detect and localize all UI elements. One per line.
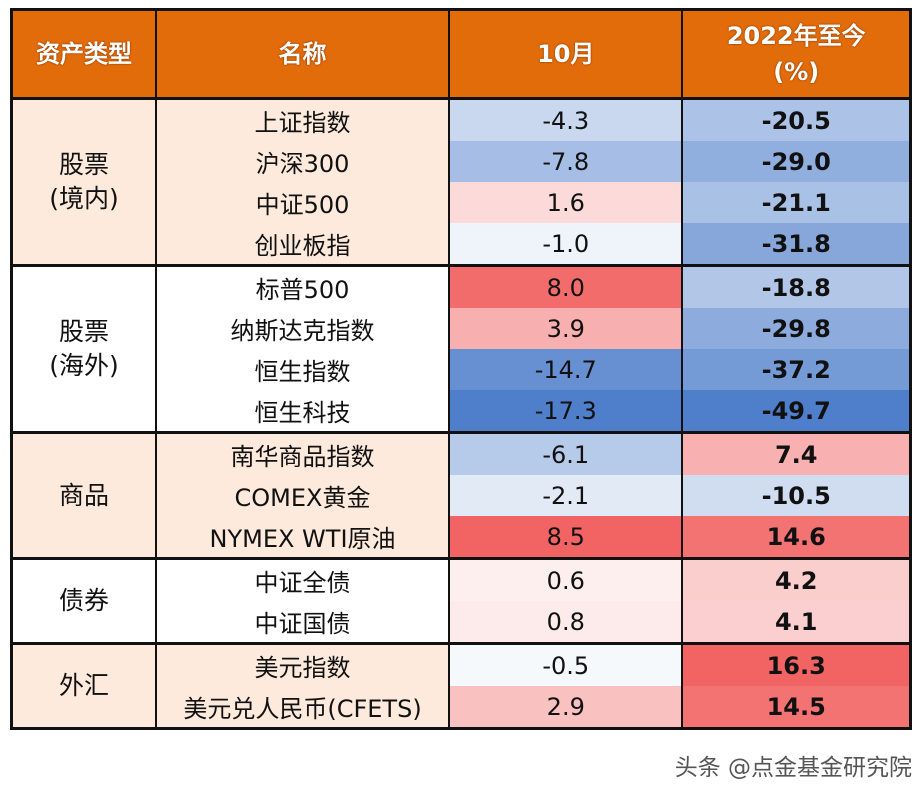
- ytd-return: -37.2: [681, 349, 912, 390]
- table-row: 创业板指 -1.0 -31.8: [12, 223, 912, 266]
- asset-name: 上证指数: [154, 97, 451, 141]
- header-row: 资产类型 名称 10月 2022年至今 (%): [10, 8, 912, 100]
- october-return: -0.5: [448, 642, 684, 686]
- asset-name: 标普500: [154, 264, 451, 308]
- header-ytd: 2022年至今 (%): [681, 8, 912, 100]
- asset-name: 创业板指: [154, 223, 451, 266]
- table-row: 恒生科技 -17.3 -49.7: [12, 390, 912, 433]
- watermark: 头条 @点金基金研究院: [674, 755, 912, 781]
- asset-category: 股票 (海外): [10, 264, 157, 433]
- october-return: -17.3: [448, 390, 684, 433]
- october-return: -6.1: [448, 431, 684, 475]
- table-row: 沪深300 -7.8 -29.0: [12, 141, 912, 182]
- asset-name: COMEX黄金: [154, 475, 451, 516]
- ytd-return: 4.1: [681, 601, 912, 644]
- asset-category: 外汇: [10, 642, 157, 729]
- october-return: -14.7: [448, 349, 684, 390]
- october-return: -2.1: [448, 475, 684, 516]
- ytd-return: 7.4: [681, 431, 912, 475]
- october-return: 8.5: [448, 516, 684, 559]
- ytd-return: -31.8: [681, 223, 912, 266]
- table-row: COMEX黄金 -2.1 -10.5: [12, 475, 912, 516]
- header-asset-type: 资产类型: [10, 8, 157, 100]
- ytd-return: 16.3: [681, 642, 912, 686]
- asset-name: 纳斯达克指数: [154, 308, 451, 349]
- october-return: -1.0: [448, 223, 684, 266]
- october-return: -7.8: [448, 141, 684, 182]
- table-row: 中证500 1.6 -21.1: [12, 182, 912, 223]
- table-row: 中证国债 0.8 4.1: [12, 601, 912, 644]
- ytd-return: -29.8: [681, 308, 912, 349]
- asset-category: 股票 (境内): [10, 97, 157, 266]
- asset-category: 债券: [10, 557, 157, 644]
- october-return: 8.0: [448, 264, 684, 308]
- asset-name: 中证全债: [154, 557, 451, 601]
- table-row: 股票 (海外) 标普500 8.0 -18.8: [10, 264, 912, 433]
- asset-returns-table: 资产类型 名称 10月 2022年至今 (%) 股票 (境内) 上证指数 -4.3-…: [10, 8, 912, 730]
- october-return: 1.6: [448, 182, 684, 223]
- ytd-return: -49.7: [681, 390, 912, 433]
- table-row: 恒生指数 -14.7 -37.2: [12, 349, 912, 390]
- ytd-return: 14.6: [681, 516, 912, 559]
- ytd-return: -29.0: [681, 141, 912, 182]
- header-name: 名称: [154, 8, 451, 100]
- asset-name: 恒生指数: [154, 349, 451, 390]
- ytd-return: -10.5: [681, 475, 912, 516]
- ytd-return: -18.8: [681, 264, 912, 308]
- asset-name: 南华商品指数: [154, 431, 451, 475]
- october-return: -4.3: [448, 97, 684, 141]
- asset-name: NYMEX WTI原油: [154, 516, 451, 559]
- asset-name: 中证500: [154, 182, 451, 223]
- asset-name: 恒生科技: [154, 390, 451, 433]
- ytd-return: 14.5: [681, 686, 912, 729]
- table-row: 债券 中证全债 0.6 4.2: [10, 557, 912, 644]
- october-return: 0.6: [448, 557, 684, 601]
- asset-category: 商品: [10, 431, 157, 559]
- ytd-return: -21.1: [681, 182, 912, 223]
- ytd-return: -20.5: [681, 97, 912, 141]
- table-row: 商品 南华商品指数 -6.1 7.4: [10, 431, 912, 559]
- table-row: 美元兑人民币(CFETS) 2.9 14.5: [12, 686, 912, 729]
- table-row: NYMEX WTI原油 8.5 14.6: [12, 516, 912, 559]
- october-return: 3.9: [448, 308, 684, 349]
- asset-name: 美元指数: [154, 642, 451, 686]
- table-row: 股票 (境内) 上证指数 -4.3 -20.5: [10, 97, 912, 266]
- table-row: 外汇 美元指数 -0.5 16.3: [10, 642, 912, 729]
- ytd-return: 4.2: [681, 557, 912, 601]
- asset-name: 沪深300: [154, 141, 451, 182]
- table-row: 纳斯达克指数 3.9 -29.8: [12, 308, 912, 349]
- asset-name: 美元兑人民币(CFETS): [154, 686, 451, 729]
- october-return: 0.8: [448, 601, 684, 644]
- asset-name: 中证国债: [154, 601, 451, 644]
- october-return: 2.9: [448, 686, 684, 729]
- header-october: 10月: [448, 8, 684, 100]
